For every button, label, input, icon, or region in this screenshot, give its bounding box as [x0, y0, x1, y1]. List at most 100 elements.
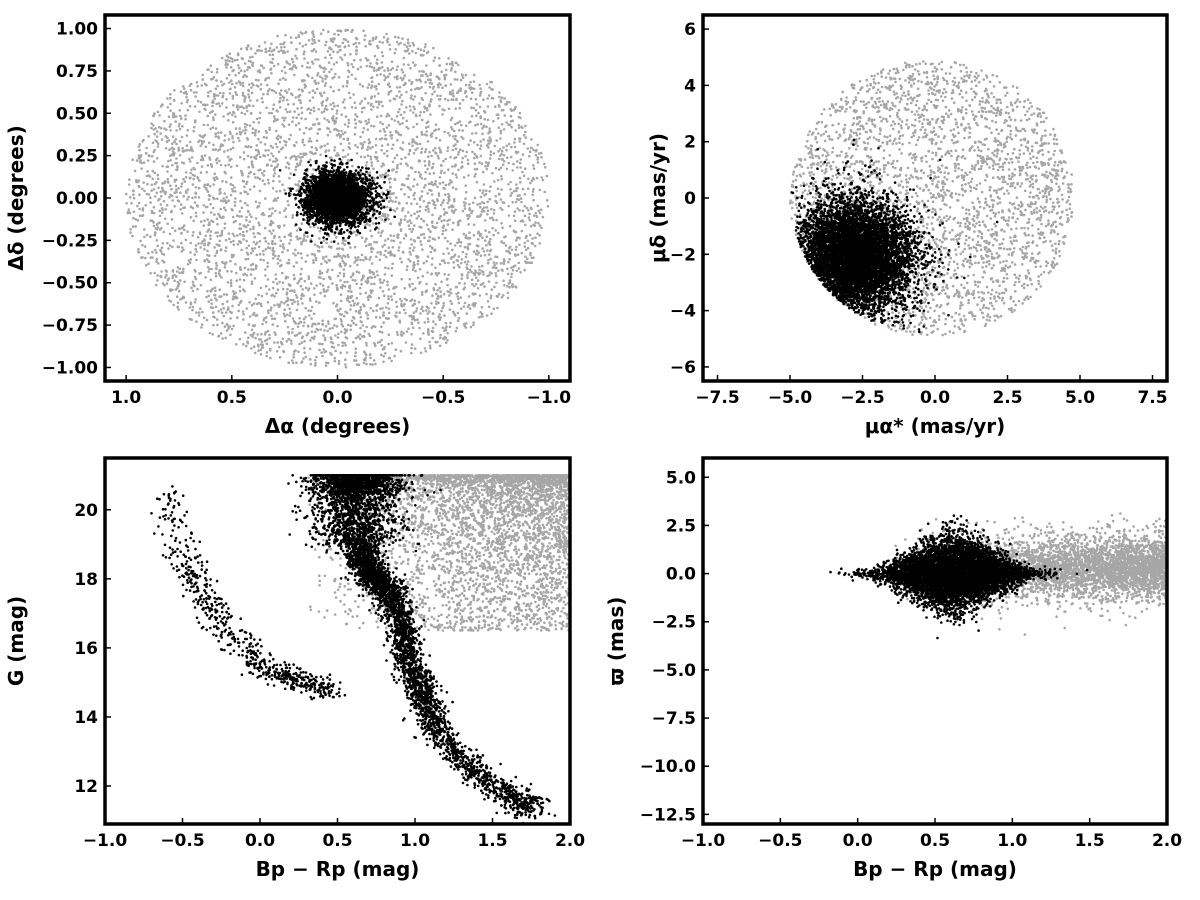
data-point [324, 325, 328, 328]
data-point [514, 254, 517, 257]
data-point [151, 169, 155, 173]
data-point [307, 140, 311, 143]
data-point [543, 166, 547, 169]
data-point [365, 257, 368, 261]
data-point [206, 164, 210, 167]
data-point [364, 353, 368, 357]
data-point [520, 251, 524, 255]
data-point [388, 43, 391, 47]
data-point [514, 105, 517, 109]
data-point [479, 154, 483, 158]
data-point [275, 190, 278, 193]
data-point [424, 148, 428, 151]
data-point [318, 272, 322, 276]
data-point [247, 175, 250, 178]
data-point [498, 192, 501, 196]
data-point [292, 143, 296, 147]
data-point [521, 170, 524, 174]
data-point [313, 335, 316, 339]
data-point [450, 98, 454, 101]
data-point [262, 66, 266, 70]
data-point [172, 239, 175, 242]
data-point [391, 143, 395, 147]
data-point [499, 206, 502, 210]
data-point [202, 224, 206, 227]
data-point [444, 228, 448, 232]
data-point [247, 172, 251, 175]
data-point [331, 107, 334, 111]
data-point [467, 213, 471, 217]
data-point [367, 145, 370, 149]
data-point [368, 269, 372, 272]
data-point [180, 135, 184, 139]
data-point [343, 131, 347, 134]
data-point [448, 182, 452, 185]
data-point [333, 146, 337, 149]
data-point [306, 324, 310, 328]
data-point [424, 350, 428, 353]
data-point [319, 93, 323, 96]
data-point [245, 274, 249, 277]
data-point [279, 42, 282, 46]
data-point [500, 208, 504, 211]
data-point [268, 128, 272, 132]
data-point [143, 245, 147, 248]
data-point [444, 68, 448, 72]
data-point [156, 244, 159, 248]
data-point [238, 66, 241, 70]
data-point [271, 317, 274, 321]
data-point [273, 304, 276, 307]
data-point [373, 54, 377, 58]
data-point [268, 111, 271, 115]
data-point [173, 180, 177, 183]
data-point [307, 277, 311, 281]
data-point [293, 154, 296, 158]
data-point [404, 311, 407, 315]
data-point [510, 125, 513, 129]
data-point [313, 41, 317, 44]
data-point [303, 83, 307, 86]
data-point [535, 176, 539, 180]
data-point [198, 231, 202, 234]
data-point [537, 209, 540, 212]
data-point [349, 308, 352, 311]
data-point [423, 177, 427, 181]
data-point [420, 290, 424, 294]
data-point [318, 301, 321, 305]
data-point [386, 67, 390, 70]
data-point [234, 262, 237, 266]
data-point [312, 106, 316, 110]
data-point [303, 86, 307, 89]
data-point [335, 116, 338, 120]
data-point [492, 307, 496, 311]
data-point [387, 288, 391, 291]
data-point [291, 317, 295, 320]
data-point [226, 56, 230, 59]
data-point [273, 331, 276, 334]
data-point [472, 321, 475, 324]
data-point [167, 181, 170, 184]
data-point [224, 238, 228, 242]
data-point [397, 246, 401, 249]
data-point [505, 148, 508, 152]
data-point [381, 229, 384, 233]
data-point [352, 340, 355, 344]
data-point [150, 122, 153, 125]
data-point [536, 158, 539, 161]
data-point [198, 134, 202, 137]
data-point [379, 121, 382, 124]
data-point [411, 317, 414, 321]
data-point [461, 209, 465, 213]
data-point [176, 305, 179, 309]
data-point [408, 283, 411, 286]
data-point [486, 105, 490, 108]
data-point [507, 142, 511, 146]
data-point [224, 164, 227, 167]
data-point [246, 342, 250, 345]
data-point [180, 102, 183, 105]
data-point [396, 120, 400, 124]
data-point [472, 106, 476, 110]
data-point [373, 275, 377, 279]
data-point [278, 189, 282, 193]
data-point [308, 99, 312, 102]
